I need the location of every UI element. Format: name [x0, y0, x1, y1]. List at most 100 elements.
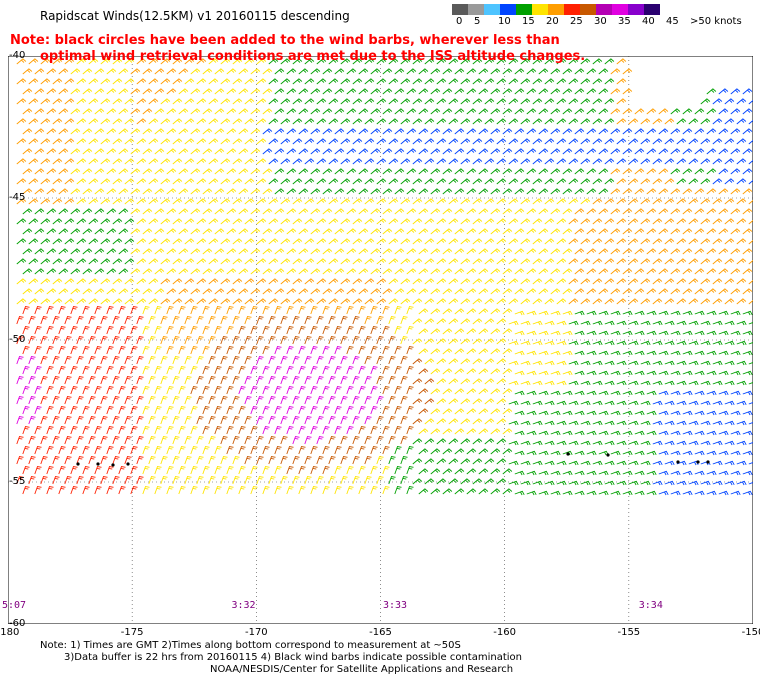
wind-barb [154, 405, 162, 415]
wind-barb [640, 158, 651, 165]
wind-barb [568, 480, 579, 486]
wind-barb [328, 258, 339, 265]
wind-barb [484, 238, 495, 245]
wind-barb [634, 128, 645, 135]
wind-barb [496, 158, 507, 165]
wind-barb [694, 370, 705, 376]
wind-barb [298, 445, 306, 455]
wind-barb [640, 258, 651, 265]
wind-barb [418, 88, 429, 95]
wind-barb [160, 138, 171, 145]
wind-barb [76, 158, 87, 165]
wind-barb [100, 138, 111, 145]
wind-barb [214, 68, 225, 75]
wind-barb [238, 305, 246, 315]
wind-barb [514, 450, 525, 456]
wind-barb [220, 198, 231, 205]
wind-barb [16, 355, 24, 365]
wind-barb [394, 228, 405, 235]
wind-barb [46, 228, 57, 235]
wind-barb [694, 128, 705, 135]
wind-barb [718, 350, 729, 356]
wind-barb [364, 98, 375, 105]
wind-barb [502, 248, 513, 255]
wind-barb [436, 298, 447, 305]
wind-barb [460, 238, 471, 245]
wind-barb [250, 365, 258, 375]
wind-barb [34, 405, 42, 415]
wind-barb [280, 395, 288, 405]
wind-barb [52, 138, 63, 145]
wind-barb [304, 138, 315, 145]
wind-barb [70, 208, 81, 215]
wind-barb [280, 158, 291, 165]
wind-barb [730, 188, 741, 195]
wind-barb [358, 425, 366, 435]
legend-label: 40 [642, 16, 655, 27]
wind-barb [34, 208, 45, 215]
wind-barb [172, 198, 183, 205]
wind-barb [178, 485, 186, 495]
wind-barb [376, 475, 384, 485]
wind-barb [130, 228, 141, 235]
wind-barb [340, 355, 348, 365]
wind-barb [202, 188, 213, 195]
wind-barb [178, 405, 186, 415]
wind-barb [628, 278, 639, 285]
wind-barb [394, 148, 405, 155]
wind-barb [292, 435, 300, 445]
wind-barb [142, 68, 153, 75]
wind-barb [706, 88, 717, 95]
wind-barb [430, 488, 441, 495]
wind-barb [124, 118, 135, 125]
wind-barb [160, 455, 168, 465]
wind-barb [568, 298, 579, 305]
wind-barb [604, 118, 615, 125]
wind-barb [370, 128, 381, 135]
wind-barb [328, 58, 339, 65]
wind-barb [586, 128, 597, 135]
wind-barb [184, 375, 192, 385]
wind-barb [616, 360, 627, 366]
wind-barb [472, 278, 483, 285]
wind-barb [70, 485, 78, 495]
wind-barb [538, 228, 549, 235]
wind-barb [148, 238, 159, 245]
wind-barb [40, 375, 48, 385]
wind-barb [634, 148, 645, 155]
wind-barb [508, 440, 519, 446]
wind-barb [142, 445, 150, 455]
wind-barb [718, 390, 729, 396]
wind-barb [166, 465, 174, 475]
wind-barb [124, 315, 132, 325]
wind-barb [382, 268, 393, 275]
wind-barb [382, 365, 390, 375]
wind-barb [562, 228, 573, 235]
wind-barb [382, 68, 393, 75]
wind-barb [28, 178, 39, 185]
wind-barb [676, 218, 687, 225]
wind-barb [166, 445, 174, 455]
wind-barb [352, 158, 363, 165]
wind-barb [688, 158, 699, 165]
wind-barb [424, 378, 435, 385]
wind-barb [628, 238, 639, 245]
wind-barb [718, 208, 729, 215]
wind-barb [190, 325, 198, 335]
wind-barb [202, 128, 213, 135]
wind-barb [88, 395, 96, 405]
wind-barb [88, 298, 99, 305]
wind-barb [310, 68, 321, 75]
wind-barb [400, 138, 411, 145]
wind-barb [340, 298, 351, 305]
wind-barb [490, 348, 501, 355]
wind-barb [310, 188, 321, 195]
wind-barb [196, 335, 204, 345]
wind-barb [142, 208, 153, 215]
wind-barb [640, 118, 651, 125]
wind-barb [232, 178, 243, 185]
wind-barb [142, 148, 153, 155]
wind-barb [310, 385, 318, 395]
wind-barb [292, 315, 300, 325]
wind-barb [658, 390, 669, 396]
